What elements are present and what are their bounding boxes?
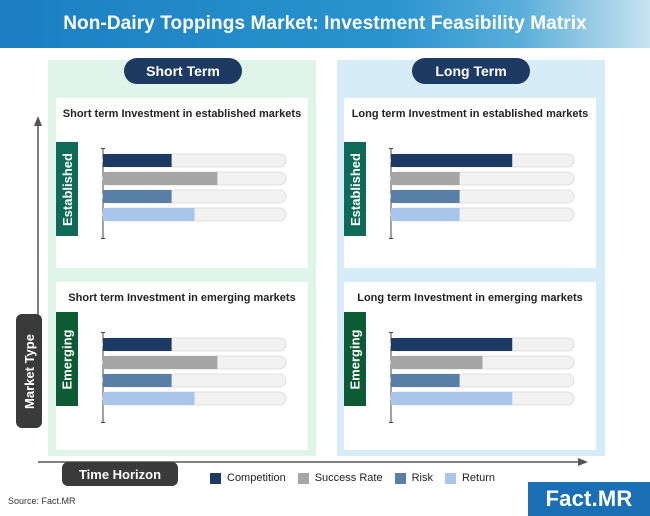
legend-label: Competition xyxy=(227,472,286,484)
tab-established-long: Established xyxy=(344,142,366,236)
factmr-logo: Fact.MR xyxy=(528,482,650,516)
legend-item-risk: Risk xyxy=(394,472,433,484)
bar-success-rate xyxy=(391,356,483,369)
bar-chart-long-established xyxy=(389,148,575,239)
chart-title: Short term Investment in established mar… xyxy=(62,108,302,120)
legend-label: Risk xyxy=(411,472,433,484)
legend-item-competition: Competition xyxy=(210,472,286,484)
legend-swatch xyxy=(210,472,221,484)
source-note: Source: Fact.MR xyxy=(8,496,76,506)
chart-title: Short term Investment in emerging market… xyxy=(68,292,296,304)
legend-label: Success Rate xyxy=(314,472,383,484)
long-term-header: Long Term xyxy=(412,58,530,84)
bar-competition xyxy=(103,338,172,351)
bar-competition xyxy=(391,154,513,167)
bar-risk xyxy=(103,190,172,203)
title-bar: Non-Dairy Toppings Market: Investment Fe… xyxy=(0,0,650,48)
legend-swatch xyxy=(444,472,456,484)
legend-swatch xyxy=(394,472,406,484)
bar-risk xyxy=(391,190,460,203)
bar-risk xyxy=(103,374,172,387)
x-axis-label: Time Horizon xyxy=(62,462,178,486)
bar-competition xyxy=(391,338,513,351)
logo-text: Fact.MR xyxy=(545,486,633,511)
bar-chart-long-emerging xyxy=(389,332,575,423)
short-term-header: Short Term xyxy=(124,58,242,84)
legend: Competition Success Rate Risk Return xyxy=(210,471,507,485)
bar-return xyxy=(103,208,195,221)
chart-title: Long term Investment in emerging markets xyxy=(357,292,583,304)
tab-emerging-long: Emerging xyxy=(344,312,366,406)
bar-chart-short-emerging xyxy=(101,332,287,423)
y-axis-title: Market Type xyxy=(21,333,37,409)
legend-item-return: Return xyxy=(444,472,495,484)
y-axis-arrow-icon xyxy=(34,116,42,126)
bar-chart-short-established xyxy=(101,148,287,239)
tab-established-short: Established xyxy=(56,142,78,236)
tab-emerging-short: Emerging xyxy=(56,312,78,406)
bar-risk xyxy=(391,374,460,387)
bar-return xyxy=(391,392,513,405)
legend-label: Return xyxy=(461,472,495,484)
bar-success-rate xyxy=(391,172,460,185)
y-axis-label: Market Type xyxy=(16,314,42,428)
x-axis-arrow-icon xyxy=(578,458,588,466)
legend-item-success-rate: Success Rate xyxy=(297,472,383,484)
bar-competition xyxy=(103,154,172,167)
bar-success-rate xyxy=(103,356,218,369)
chart-title: Long term Investment in established mark… xyxy=(351,108,589,120)
x-axis-title: Time Horizon xyxy=(78,466,162,482)
bar-return xyxy=(103,392,195,405)
page-title: Non-Dairy Toppings Market: Investment Fe… xyxy=(63,13,587,34)
bar-return xyxy=(391,208,460,221)
legend-swatch xyxy=(297,472,309,484)
bar-success-rate xyxy=(103,172,218,185)
